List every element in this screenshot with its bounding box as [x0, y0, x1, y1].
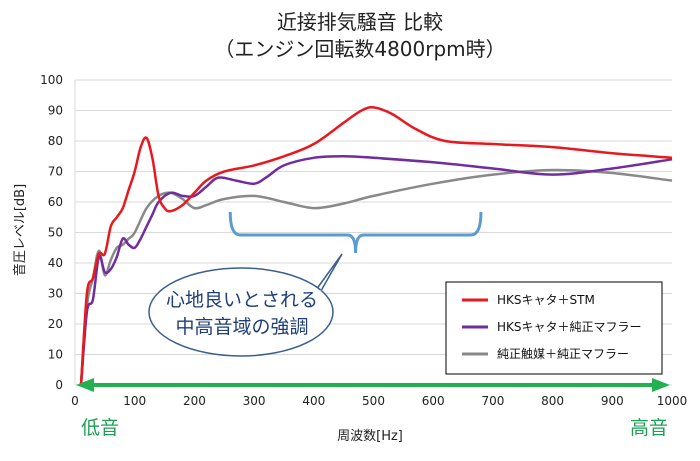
- callout-ellipse: [148, 267, 334, 357]
- y-tick-label: 60: [48, 195, 63, 209]
- y-tick-label: 80: [48, 134, 63, 148]
- frequency-arrow-left-head: [76, 378, 94, 392]
- callout-line-2: 中高音域の強調: [175, 316, 308, 338]
- series-lines: [79, 106, 673, 386]
- series-line-3: [79, 168, 673, 386]
- legend-label: HKSキャタ＋純正マフラー: [497, 320, 642, 334]
- low-frequency-label: 低音: [81, 417, 119, 439]
- x-tick-label: 800: [541, 394, 564, 408]
- x-tick-label: 400: [302, 394, 325, 408]
- x-tick-label: 1000: [657, 394, 688, 408]
- y-axis-ticks: 0 10 20 30 40 50 60 70 80 90 100: [40, 73, 63, 392]
- y-tick-label: 90: [48, 104, 63, 118]
- y-axis-label: 音圧レベル[dB]: [12, 184, 28, 276]
- y-tick-label: 100: [40, 73, 63, 87]
- legend-label: 純正触媒＋純正マフラー: [497, 347, 629, 361]
- x-tick-label: 900: [601, 394, 624, 408]
- y-tick-label: 30: [48, 287, 63, 301]
- chart-subtitle: （エンジン回転数4800rpm時）: [214, 37, 505, 61]
- frequency-arrow: [76, 378, 670, 392]
- series-line-2: [79, 155, 673, 386]
- chart-title: 近接排気騒音 比較: [277, 10, 443, 34]
- y-tick-label: 10: [48, 348, 63, 362]
- annotation-bracket: [228, 211, 483, 254]
- y-tick-label: 70: [48, 165, 63, 179]
- y-tick-label: 0: [55, 378, 63, 392]
- y-tick-label: 40: [48, 256, 63, 270]
- x-tick-label: 600: [422, 394, 445, 408]
- x-axis-label: 周波数[Hz]: [337, 429, 403, 444]
- high-frequency-label: 高音: [630, 417, 668, 439]
- x-axis-ticks: 0 100 200 300 400 500 600 700 800 900 1000: [71, 394, 687, 408]
- x-tick-label: 100: [123, 394, 146, 408]
- y-tick-label: 50: [48, 226, 63, 240]
- callout-tail-cover: [300, 289, 322, 312]
- y-tick-label: 20: [48, 317, 63, 331]
- x-tick-label: 0: [71, 394, 79, 408]
- series-line-1: [79, 106, 673, 386]
- callout-line-1: 心地良いとされる: [166, 289, 318, 311]
- frequency-arrow-right-head: [652, 378, 670, 392]
- legend-label: HKSキャタ＋STM: [497, 293, 595, 307]
- callout: 心地良いとされる 中高音域の強調: [148, 253, 343, 357]
- x-tick-label: 700: [481, 394, 504, 408]
- x-tick-label: 500: [362, 394, 385, 408]
- x-tick-label: 200: [183, 394, 206, 408]
- x-tick-label: 300: [243, 394, 266, 408]
